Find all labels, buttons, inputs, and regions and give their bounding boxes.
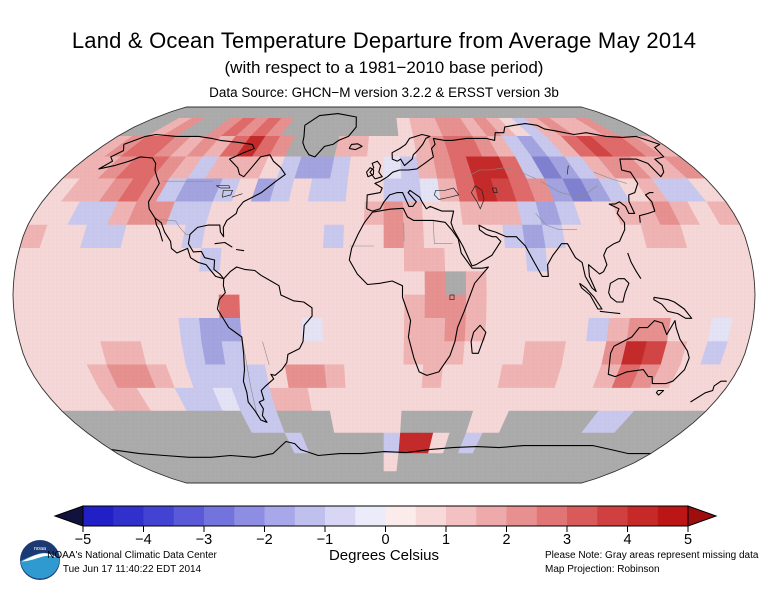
svg-text:1: 1 (442, 532, 450, 546)
svg-text:−5: −5 (75, 532, 92, 546)
svg-text:4: 4 (623, 532, 631, 546)
noaa-logo-text: noaa (34, 546, 47, 552)
noaa-logo: noaa (19, 539, 61, 581)
data-source-line: Data Source: GHCN−M version 3.2.2 & ERSS… (209, 85, 559, 100)
svg-text:−4: −4 (135, 532, 152, 546)
lakes (216, 165, 569, 301)
footer-timestamp: Tue Jun 17 11:40:22 EDT 2014 (62, 564, 202, 575)
colorbar-svg: −5 −4 −3 −2 −1 0 1 2 3 4 5 (53, 505, 718, 548)
svg-text:2: 2 (502, 532, 510, 546)
footer-org-name: NOAA's National Climatic Data Center (47, 550, 217, 561)
anomaly-map (0, 95, 768, 495)
figure-title: Land & Ocean Temperature Departure from … (71, 28, 697, 53)
anomaly-map-svg (12, 106, 756, 484)
footer-right: Please Note: Gray areas represent missin… (545, 549, 765, 577)
svg-text:−3: −3 (196, 532, 213, 546)
svg-text:−1: −1 (317, 532, 334, 546)
map-outline (12, 106, 756, 484)
coastlines (98, 113, 727, 458)
footer-missing-note: Please Note: Gray areas represent missin… (545, 550, 759, 561)
grid-cells (13, 107, 755, 483)
footer-left: NOAA's National Climatic Data Center Tue… (44, 549, 220, 577)
colorbar: −5 −4 −3 −2 −1 0 1 2 3 4 5 (0, 500, 768, 548)
colorbar-units-label: Degrees Celsius (328, 547, 440, 564)
colorbar-left-arrow (53, 505, 84, 527)
figure-subtitle: (with respect to a 1981−2010 base period… (224, 58, 544, 77)
svg-text:−2: −2 (256, 532, 273, 546)
svg-text:0: 0 (381, 532, 389, 546)
svg-text:5: 5 (684, 532, 692, 546)
svg-text:3: 3 (563, 532, 571, 546)
colorbar-right-arrow (687, 505, 718, 527)
footer-projection-note: Map Projection: Robinson (545, 564, 660, 575)
country-borders (154, 167, 627, 416)
noaa-logo-gull-icon (21, 553, 59, 562)
